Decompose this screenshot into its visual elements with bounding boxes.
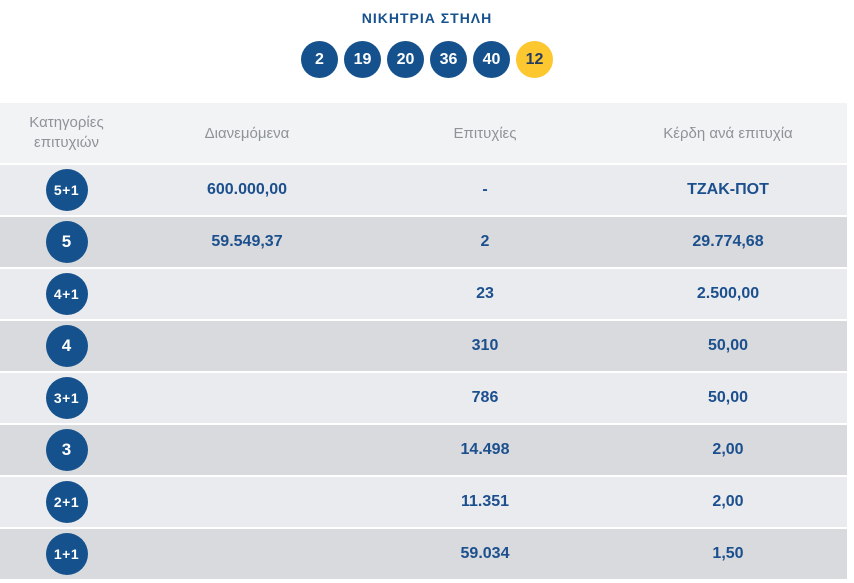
category-cell: 2+1 (0, 481, 133, 523)
prize-cell: ΤΖΑΚ-ΠΟΤ (687, 181, 769, 198)
header-wins: Επιτυχίες (453, 124, 517, 142)
bonus-number-ball: 12 (516, 41, 553, 78)
table-row: 3+1 786 50,00 (0, 373, 847, 423)
prize-cell: 2,00 (712, 493, 744, 510)
wins-cell: 59.034 (460, 545, 510, 562)
prize-cell: 50,00 (707, 389, 749, 406)
wins-cell: 23 (476, 285, 494, 302)
wins-cell: 786 (471, 389, 499, 406)
prize-cell: 1,50 (712, 545, 744, 562)
prize-table-body: 5+1 600.000,00 - ΤΖΑΚ-ΠΟΤ 5 59.549,37 2 … (0, 165, 847, 579)
category-cell: 4 (0, 325, 133, 367)
distributed-cell: 600.000,00 (206, 181, 288, 198)
wins-cell: 2 (480, 233, 490, 250)
distributed-cell: 59.549,37 (211, 233, 283, 250)
category-cell: 5 (0, 221, 133, 263)
category-cell: 4+1 (0, 273, 133, 315)
category-badge: 3+1 (45, 377, 88, 419)
table-row: 4+1 23 2.500,00 (0, 269, 847, 319)
category-cell: 3+1 (0, 377, 133, 419)
prize-cell: 29.774,68 (692, 233, 764, 250)
table-row: 5+1 600.000,00 - ΤΖΑΚ-ΠΟΤ (0, 165, 847, 215)
winning-number-ball: 2 (301, 41, 338, 78)
category-badge: 5+1 (45, 169, 88, 211)
prize-cell: 50,00 (707, 337, 749, 354)
wins-cell: - (482, 181, 488, 198)
category-badge: 4 (45, 325, 88, 367)
category-badge: 1+1 (45, 533, 88, 575)
table-row: 3 14.498 2,00 (0, 425, 847, 475)
wins-cell: 14.498 (460, 441, 510, 458)
category-badge: 3 (45, 429, 88, 471)
category-badge: 4+1 (45, 273, 88, 315)
category-cell: 1+1 (0, 533, 133, 575)
table-row: 1+1 59.034 1,50 (0, 529, 847, 579)
winning-numbers: 2 19 20 36 40 12 (0, 41, 854, 78)
wins-cell: 310 (471, 337, 499, 354)
header-prize: Κέρδη ανά επιτυχία (663, 124, 793, 142)
category-badge: 2+1 (45, 481, 88, 523)
header-category: Κατηγορίες επιτυχιών (29, 113, 104, 151)
winning-number-ball: 36 (430, 41, 467, 78)
prize-cell: 2.500,00 (696, 285, 760, 302)
table-row: 2+1 11.351 2,00 (0, 477, 847, 527)
prize-cell: 2,00 (712, 441, 744, 458)
header-distributed: Διανεμόμενα (204, 124, 290, 142)
category-cell: 3 (0, 429, 133, 471)
table-row: 4 310 50,00 (0, 321, 847, 371)
winning-column-title: ΝΙΚΗΤΡΙΑ ΣΤΗΛΗ (361, 10, 493, 26)
winning-number-ball: 20 (387, 41, 424, 78)
winning-number-ball: 40 (473, 41, 510, 78)
winning-number-ball: 19 (344, 41, 381, 78)
category-cell: 5+1 (0, 169, 133, 211)
table-row: 5 59.549,37 2 29.774,68 (0, 217, 847, 267)
category-badge: 5 (45, 221, 88, 263)
prize-table-header: Κατηγορίες επιτυχιών Διανεμόμενα Επιτυχί… (0, 103, 847, 163)
wins-cell: 11.351 (460, 493, 510, 510)
prize-table: Κατηγορίες επιτυχιών Διανεμόμενα Επιτυχί… (0, 103, 847, 581)
